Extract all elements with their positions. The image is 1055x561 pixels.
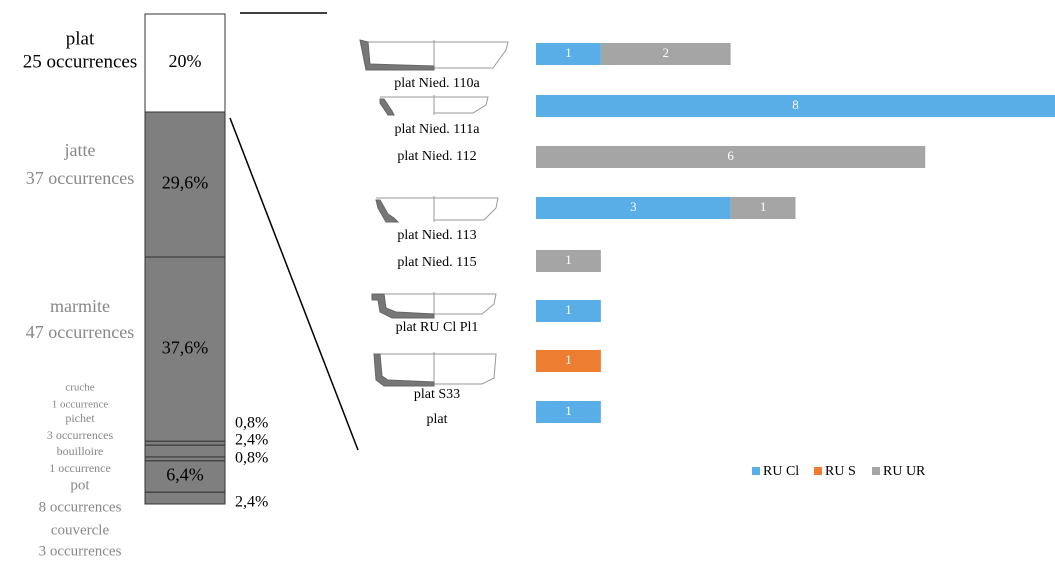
category-label: plat RU Cl Pl1	[396, 320, 479, 335]
category-name: jatte	[64, 140, 96, 160]
occurrence-label: 37 occurrences	[26, 168, 134, 188]
category-name: marmite	[50, 296, 110, 316]
bar-value: 1	[565, 403, 572, 418]
bar-value: 2	[663, 45, 670, 60]
segment-label: 0,8%	[235, 450, 268, 467]
bar-segment	[536, 95, 1055, 117]
bar-segment	[536, 146, 926, 168]
segment-label: 20%	[169, 51, 202, 71]
bar-value: 1	[565, 252, 572, 267]
segment-label: 2,4%	[235, 432, 268, 449]
category-label: plat S33	[414, 387, 460, 402]
profile-110a	[359, 39, 509, 71]
segment-label: 2,4%	[235, 494, 268, 511]
bar-segment	[536, 300, 601, 322]
bar-segment	[536, 250, 601, 272]
category-name: pot	[70, 477, 90, 493]
occurrence-label: 25 occurrences	[23, 51, 137, 72]
legend-swatch	[872, 467, 880, 475]
bar-segment	[536, 197, 731, 219]
legend-label: RU UR	[883, 464, 926, 479]
category-name: plat	[66, 28, 95, 49]
segment-label: 29,6%	[162, 173, 209, 193]
bar-segment	[600, 43, 731, 65]
bar-value: 1	[565, 352, 572, 367]
bar-segment	[730, 197, 796, 219]
category-label: plat Nied. 110a	[394, 76, 480, 91]
bar-value: 1	[760, 199, 767, 214]
occurrence-label: 1 occurrence	[52, 399, 109, 411]
column-segment	[144, 460, 226, 493]
column-segment	[144, 13, 226, 113]
category-name: pichet	[65, 411, 95, 425]
bar-value: 1	[565, 302, 572, 317]
bar-segment	[536, 350, 601, 372]
occurrence-label: 3 occurrences	[47, 428, 114, 442]
occurrence-label: 1 occurrence	[49, 461, 111, 475]
profile-drawings	[359, 39, 509, 387]
profile-113	[375, 196, 499, 223]
bar-value: 8	[792, 97, 799, 112]
occurrence-label: 8 occurrences	[39, 499, 122, 515]
bar-segment	[536, 401, 601, 423]
bar-value: 3	[630, 199, 637, 214]
category-name: bouilloire	[57, 444, 104, 458]
segment-label: 6,4%	[166, 465, 204, 485]
occurrence-label: 3 occurrences	[39, 543, 122, 559]
category-label: plat	[427, 412, 448, 427]
bar-value: 1	[565, 45, 572, 60]
category-label: plat Nied. 115	[397, 255, 476, 270]
category-label: plat Nied. 113	[397, 228, 476, 243]
category-name: couvercle	[51, 522, 110, 538]
profile-111a	[379, 95, 489, 116]
segment-label: 0,8%	[235, 415, 268, 432]
category-label: plat Nied. 111a	[395, 122, 481, 137]
column-segment	[144, 111, 226, 258]
connector	[229, 117, 359, 451]
column-segment	[144, 456, 226, 462]
profile-s33	[373, 352, 497, 387]
occurrence-label: 47 occurrences	[26, 322, 134, 342]
legend-swatch	[752, 467, 760, 475]
legend-swatch	[814, 467, 822, 475]
segment-label: 37,6%	[162, 337, 209, 357]
category-label: plat Nied. 112	[397, 149, 476, 164]
category-name: cruche	[65, 382, 94, 394]
column-segment	[144, 256, 226, 442]
legend-label: RU S	[825, 464, 856, 479]
legend-label: RU Cl	[763, 464, 799, 479]
bar-value: 6	[727, 148, 734, 163]
bar-segment	[536, 43, 601, 65]
column-segment	[144, 491, 226, 505]
profile-pl1	[371, 292, 497, 319]
column-segment	[144, 440, 226, 446]
column-segment	[144, 444, 226, 458]
